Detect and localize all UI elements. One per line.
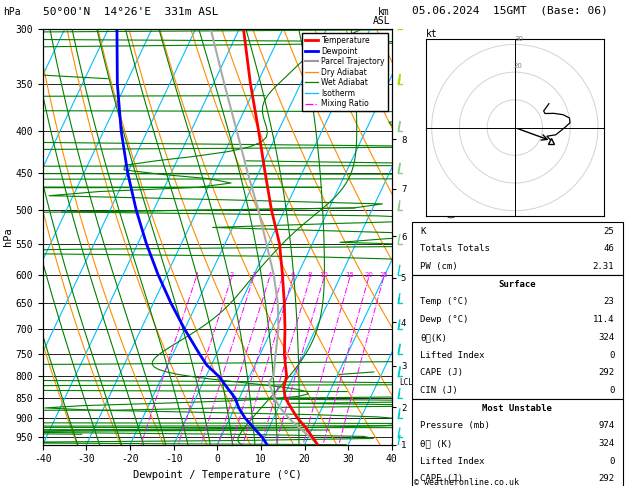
- Text: Surface: Surface: [499, 280, 536, 289]
- Text: 20: 20: [513, 63, 522, 69]
- Text: Pressure (mb): Pressure (mb): [420, 421, 490, 430]
- Text: K: K: [420, 227, 426, 236]
- Y-axis label: hPa: hPa: [3, 227, 13, 246]
- Text: 23: 23: [604, 297, 615, 307]
- Text: 292: 292: [598, 368, 615, 377]
- Text: 974: 974: [598, 421, 615, 430]
- Text: Most Unstable: Most Unstable: [482, 403, 552, 413]
- Text: 4: 4: [267, 272, 272, 278]
- Text: Temp (°C): Temp (°C): [420, 297, 469, 307]
- Text: ASL: ASL: [372, 16, 390, 26]
- X-axis label: Dewpoint / Temperature (°C): Dewpoint / Temperature (°C): [133, 470, 302, 480]
- Text: 2.31: 2.31: [593, 262, 615, 271]
- Text: 3: 3: [251, 272, 255, 278]
- Text: hPa: hPa: [3, 7, 21, 17]
- Text: Totals Totals: Totals Totals: [420, 244, 490, 254]
- Text: © weatheronline.co.uk: © weatheronline.co.uk: [414, 478, 519, 486]
- Text: PW (cm): PW (cm): [420, 262, 458, 271]
- Text: 25: 25: [379, 272, 388, 278]
- Text: 292: 292: [598, 474, 615, 483]
- Text: CAPE (J): CAPE (J): [420, 474, 464, 483]
- Text: 1: 1: [194, 272, 198, 278]
- Text: 2: 2: [230, 272, 234, 278]
- Text: 6: 6: [291, 272, 295, 278]
- Text: 30: 30: [515, 35, 523, 42]
- Text: LCL: LCL: [399, 378, 413, 387]
- Text: 50°00'N  14°26'E  331m ASL: 50°00'N 14°26'E 331m ASL: [43, 7, 218, 17]
- Text: 8: 8: [308, 272, 313, 278]
- Text: 05.06.2024  15GMT  (Base: 06): 05.06.2024 15GMT (Base: 06): [412, 6, 608, 16]
- Text: 324: 324: [598, 333, 615, 342]
- Bar: [412, 276, 623, 399]
- Legend: Temperature, Dewpoint, Parcel Trajectory, Dry Adiabat, Wet Adiabat, Isotherm, Mi: Temperature, Dewpoint, Parcel Trajectory…: [302, 33, 388, 111]
- Text: 46: 46: [604, 244, 615, 254]
- Text: 0: 0: [609, 350, 615, 360]
- Text: 5: 5: [280, 272, 284, 278]
- Text: CIN (J): CIN (J): [420, 386, 458, 395]
- Text: 0: 0: [609, 457, 615, 466]
- Text: km: km: [378, 7, 390, 17]
- Text: 324: 324: [598, 439, 615, 448]
- Bar: [412, 399, 623, 486]
- Text: Lifted Index: Lifted Index: [420, 350, 485, 360]
- Text: Dewp (°C): Dewp (°C): [420, 315, 469, 324]
- Text: 20: 20: [364, 272, 373, 278]
- Text: kt: kt: [426, 29, 438, 39]
- Text: 10: 10: [320, 272, 328, 278]
- Y-axis label: Mixing Ratio (g/kg): Mixing Ratio (g/kg): [448, 190, 457, 284]
- Text: Lifted Index: Lifted Index: [420, 457, 485, 466]
- Text: 15: 15: [345, 272, 354, 278]
- Text: θᴄ (K): θᴄ (K): [420, 439, 453, 448]
- Text: CAPE (J): CAPE (J): [420, 368, 464, 377]
- Text: 0: 0: [609, 386, 615, 395]
- Text: θᴄ(K): θᴄ(K): [420, 333, 447, 342]
- Text: 25: 25: [604, 227, 615, 236]
- Bar: [412, 223, 623, 276]
- Text: 11.4: 11.4: [593, 315, 615, 324]
